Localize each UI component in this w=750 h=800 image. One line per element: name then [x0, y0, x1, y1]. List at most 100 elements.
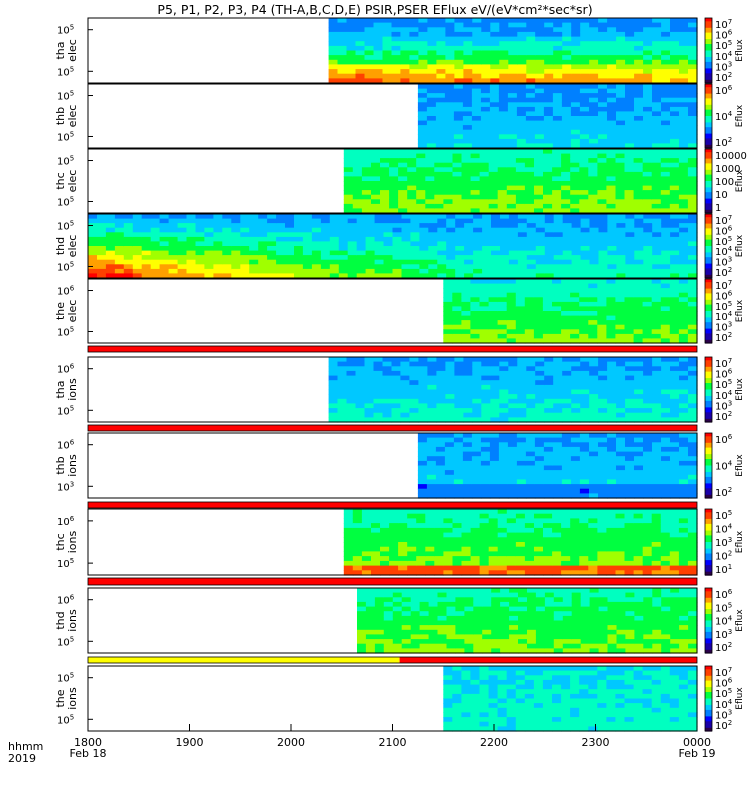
heatmap-cell: [380, 149, 390, 155]
heatmap-cell: [499, 394, 509, 400]
heatmap-cell: [371, 162, 381, 168]
heatmap-cell: [508, 394, 518, 400]
heatmap-cell: [652, 451, 662, 457]
heatmap-cell: [634, 227, 644, 233]
heatmap-cell: [419, 273, 429, 279]
heatmap-cell: [436, 398, 446, 404]
colorbar-segment: [705, 412, 712, 415]
heatmap-cell: [365, 588, 376, 594]
heatmap-cell: [267, 255, 277, 261]
colorbar-segment: [705, 236, 712, 239]
heatmap-cell: [669, 329, 680, 335]
heatmap-cell: [678, 513, 689, 519]
heatmap-cell: [607, 442, 617, 448]
heatmap-cell: [452, 167, 463, 173]
colorbar-segment: [705, 76, 712, 79]
heatmap-cell: [195, 232, 206, 238]
heatmap-cell: [463, 69, 473, 75]
heatmap-cell: [383, 592, 394, 598]
heatmap-cell: [364, 389, 375, 395]
heatmap-cell: [688, 273, 698, 279]
heatmap-cell: [588, 556, 598, 562]
heatmap-cell: [488, 301, 499, 308]
heatmap-cell: [490, 384, 500, 391]
heatmap-cell: [444, 106, 455, 113]
heatmap-cell: [534, 527, 544, 534]
heatmap-cell: [380, 162, 390, 168]
heatmap-cell: [490, 403, 500, 409]
heatmap-cell: [371, 518, 381, 524]
heatmap-cell: [500, 218, 510, 224]
heatmap-cell: [515, 324, 526, 330]
colorbar-segment: [705, 279, 712, 282]
heatmap-cell: [159, 241, 170, 247]
heatmap-cell: [361, 153, 372, 159]
heatmap-cell: [607, 241, 617, 247]
heatmap-cell: [669, 301, 680, 308]
heatmap-cell: [426, 93, 437, 99]
heatmap-cell: [464, 218, 474, 224]
heatmap-cell: [534, 446, 545, 453]
heatmap-cell: [652, 88, 662, 94]
heatmap-cell: [579, 125, 590, 131]
heatmap-cell: [463, 36, 473, 42]
colorbar-segment: [705, 150, 712, 153]
heatmap-cell: [633, 320, 644, 326]
heatmap-cell: [355, 398, 366, 404]
heatmap-cell: [374, 264, 385, 270]
heatmap-cell: [552, 194, 562, 200]
heatmap-cell: [634, 64, 644, 70]
heatmap-cell: [428, 218, 438, 224]
heatmap-cell: [398, 542, 408, 548]
heatmap-cell: [688, 134, 698, 140]
heatmap-cell: [425, 208, 435, 214]
heatmap-cell: [508, 64, 518, 70]
heatmap-cell: [624, 542, 635, 548]
heatmap-cell: [616, 93, 626, 99]
heatmap-cell: [392, 227, 403, 233]
heatmap-cell: [410, 620, 421, 626]
heatmap-cell: [453, 93, 464, 99]
heatmap-cell: [597, 527, 608, 534]
colorbar-segment: [705, 163, 712, 166]
heatmap-cell: [489, 129, 500, 135]
heatmap-cell: [346, 45, 357, 52]
heatmap-cell: [428, 236, 438, 243]
heatmap-cell: [544, 241, 555, 247]
heatmap-cell: [642, 288, 653, 294]
heatmap-cell: [633, 185, 644, 191]
heatmap-cell: [525, 97, 536, 103]
heatmap-cell: [517, 27, 527, 33]
heatmap-cell: [687, 527, 698, 534]
heatmap-cell: [634, 433, 644, 439]
heatmap-cell: [552, 129, 563, 135]
heatmap-cell: [371, 523, 381, 529]
colorbar-frame: [704, 17, 713, 84]
heatmap-cell: [497, 518, 508, 524]
heatmap-cell: [651, 551, 662, 557]
heatmap-cell: [506, 333, 517, 340]
heatmap-cell: [515, 570, 526, 576]
heatmap-cell: [497, 560, 508, 567]
heatmap-cell: [526, 394, 536, 400]
heatmap-cell: [625, 134, 635, 140]
colorbar-segment: [705, 262, 712, 265]
heatmap-cell: [463, 55, 473, 61]
heatmap-cell: [643, 250, 653, 256]
heatmap-cell: [660, 306, 671, 312]
heatmap-cell: [482, 250, 492, 256]
heatmap-cell: [535, 59, 545, 65]
heatmap-cell: [661, 129, 671, 135]
heatmap-cell: [159, 250, 170, 256]
heatmap-cell: [562, 417, 572, 423]
heatmap-cell: [598, 102, 608, 108]
heatmap-cell: [525, 442, 536, 448]
heatmap-cell: [462, 479, 473, 485]
heatmap-cell: [499, 417, 509, 423]
heatmap-cell: [391, 59, 402, 65]
heatmap-cell: [382, 357, 393, 363]
heatmap-cell: [498, 111, 509, 117]
heatmap-cell: [500, 214, 510, 220]
heatmap-cell: [552, 167, 562, 173]
heatmap-cell: [401, 625, 412, 631]
